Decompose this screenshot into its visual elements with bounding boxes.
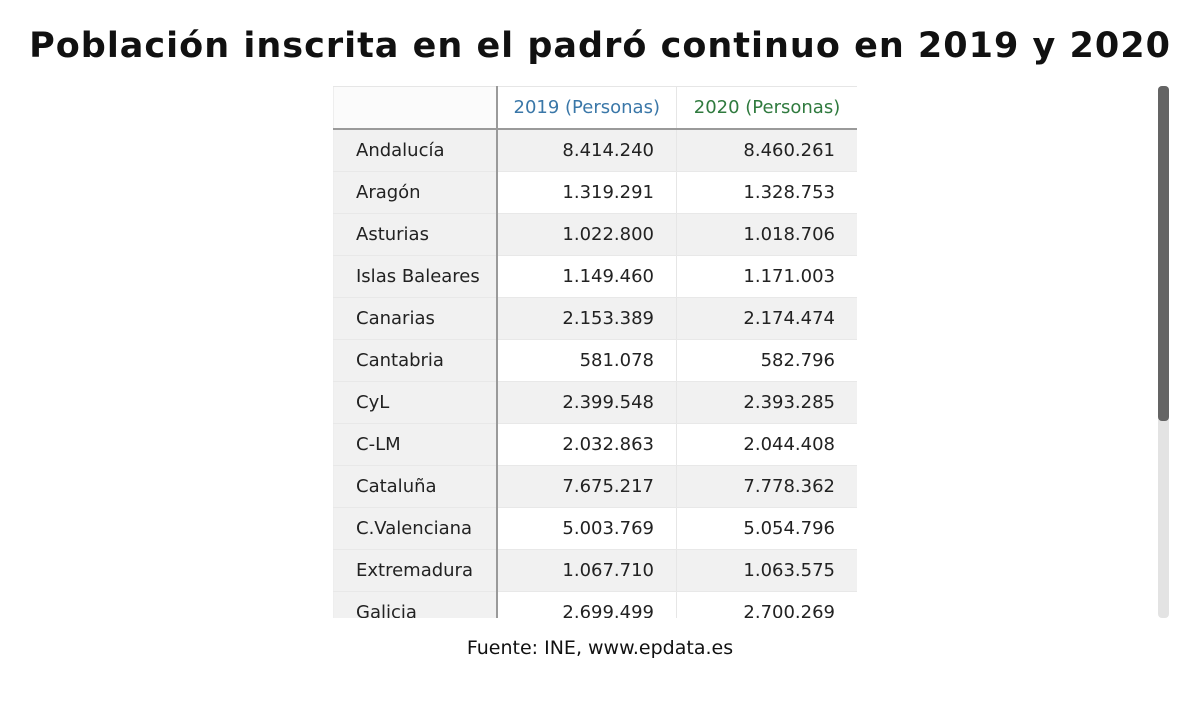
cell-2020: 2.700.269 [676, 591, 857, 618]
cell-2020: 1.328.753 [676, 171, 857, 214]
cell-region: Andalucía [333, 129, 497, 172]
cell-region: Canarias [333, 297, 497, 340]
table-row: Cantabria 581.078 582.796 [333, 339, 857, 382]
cell-2020: 8.460.261 [676, 129, 857, 172]
cell-region: Galicia [333, 591, 497, 618]
cell-region: Cataluña [333, 465, 497, 508]
table-row: Asturias 1.022.800 1.018.706 [333, 213, 857, 256]
table-row: Andalucía 8.414.240 8.460.261 [333, 129, 857, 172]
cell-region: Extremadura [333, 549, 497, 592]
cell-2019: 2.153.389 [495, 297, 677, 340]
table-row: Islas Baleares 1.149.460 1.171.003 [333, 255, 857, 298]
cell-2019: 8.414.240 [495, 129, 677, 172]
cell-2019: 2.032.863 [495, 423, 677, 466]
cell-2020: 2.044.408 [676, 423, 857, 466]
cell-2019: 1.319.291 [495, 171, 677, 214]
cell-2020: 2.393.285 [676, 381, 857, 424]
cell-region: Aragón [333, 171, 497, 214]
header-2019[interactable]: 2019 (Personas) [495, 86, 677, 130]
header-2020[interactable]: 2020 (Personas) [676, 86, 857, 130]
scrollbar-thumb[interactable] [1158, 86, 1169, 421]
cell-2019: 581.078 [495, 339, 677, 382]
cell-2019: 5.003.769 [495, 507, 677, 550]
chart-title: Población inscrita en el padró continuo … [29, 26, 1171, 66]
cell-2020: 582.796 [676, 339, 857, 382]
header-region [333, 86, 497, 130]
cell-region: Asturias [333, 213, 497, 256]
cell-region: Islas Baleares [333, 255, 497, 298]
table-row: Aragón 1.319.291 1.328.753 [333, 171, 857, 214]
table-row: C-LM 2.032.863 2.044.408 [333, 423, 857, 466]
source-note: Fuente: INE, www.epdata.es [466, 637, 734, 659]
cell-2020: 1.018.706 [676, 213, 857, 256]
cell-2019: 2.399.548 [495, 381, 677, 424]
cell-2019: 1.022.800 [495, 213, 677, 256]
population-table: 2019 (Personas) 2020 (Personas) Andalucí… [333, 86, 857, 618]
cell-2019: 1.067.710 [495, 549, 677, 592]
cell-2020: 1.063.575 [676, 549, 857, 592]
cell-2020: 2.174.474 [676, 297, 857, 340]
cell-2019: 7.675.217 [495, 465, 677, 508]
table-row: Galicia 2.699.499 2.700.269 [333, 591, 857, 618]
table-body: Andalucía 8.414.240 8.460.261 Aragón 1.319.2… [333, 129, 857, 618]
cell-2020: 5.054.796 [676, 507, 857, 550]
table-row: CyL 2.399.548 2.393.285 [333, 381, 857, 424]
cell-region: Cantabria [333, 339, 497, 382]
table-row: Canarias 2.153.389 2.174.474 [333, 297, 857, 340]
cell-2020: 7.778.362 [676, 465, 857, 508]
scrollbar-track[interactable] [1158, 86, 1169, 618]
cell-region: C.Valenciana [333, 507, 497, 550]
cell-2020: 1.171.003 [676, 255, 857, 298]
cell-region: CyL [333, 381, 497, 424]
table-header-row: 2019 (Personas) 2020 (Personas) [333, 86, 857, 130]
cell-region: C-LM [333, 423, 497, 466]
table-row: Cataluña 7.675.217 7.778.362 [333, 465, 857, 508]
cell-2019: 1.149.460 [495, 255, 677, 298]
cell-2019: 2.699.499 [495, 591, 677, 618]
table-row: C.Valenciana 5.003.769 5.054.796 [333, 507, 857, 550]
table-row: Extremadura 1.067.710 1.063.575 [333, 549, 857, 592]
table-viewport[interactable]: 2019 (Personas) 2020 (Personas) Andalucí… [333, 86, 857, 618]
